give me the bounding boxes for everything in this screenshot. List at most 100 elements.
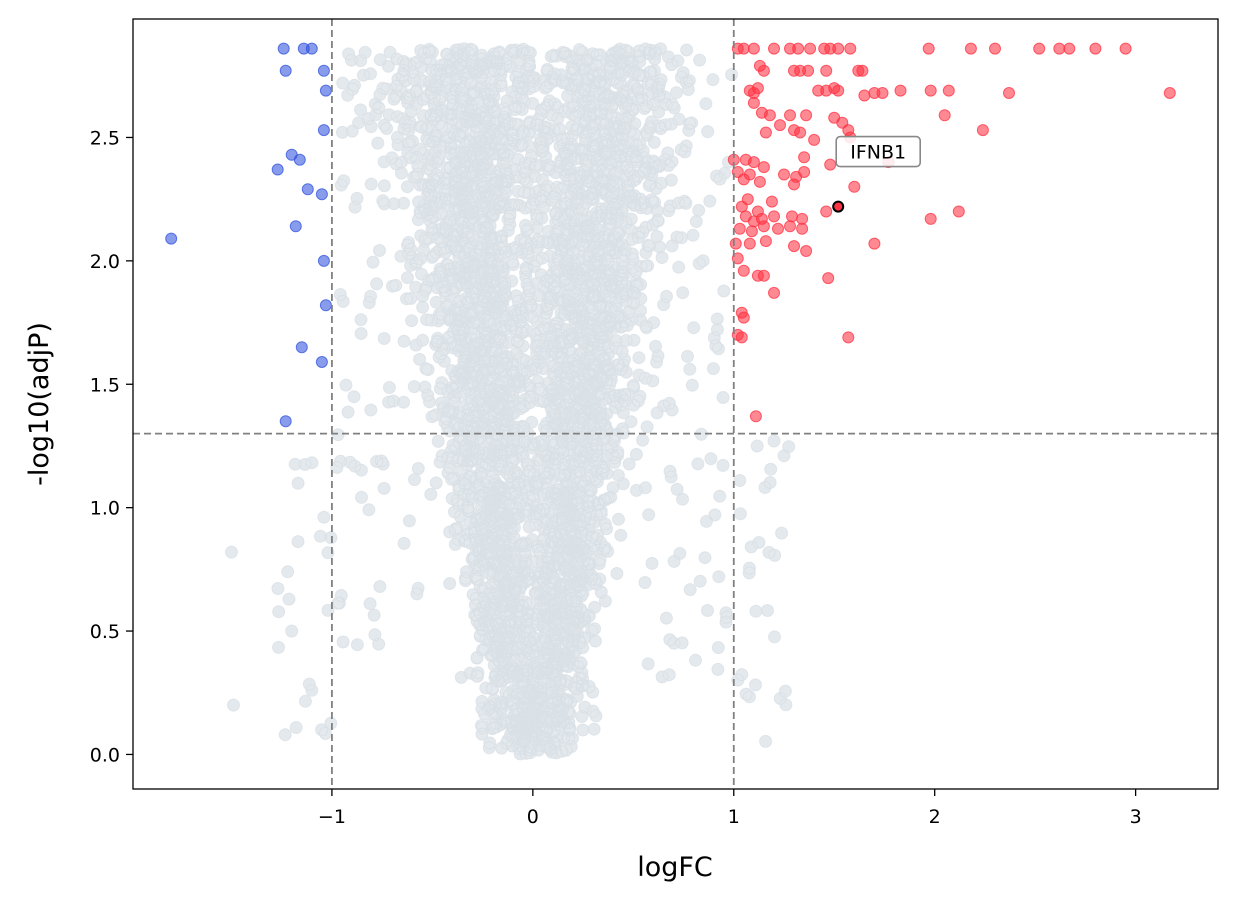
downregulated-point bbox=[279, 64, 292, 77]
downregulated-point bbox=[305, 42, 318, 55]
downregulated-point bbox=[271, 163, 284, 176]
upregulated-point bbox=[1033, 42, 1046, 55]
upregulated-point bbox=[765, 195, 778, 208]
upregulated-point bbox=[952, 205, 965, 218]
upregulated-point bbox=[964, 42, 977, 55]
upregulated-point bbox=[1089, 42, 1102, 55]
upregulated-point bbox=[737, 311, 750, 324]
upregulated-point bbox=[824, 158, 837, 171]
upregulated-point bbox=[798, 151, 811, 164]
annotation-box bbox=[835, 135, 922, 168]
upregulated-point bbox=[894, 84, 907, 97]
highlight-layer: IFNB1 bbox=[832, 135, 922, 213]
not-significant-point-cloud bbox=[225, 42, 796, 761]
x-tick-label: 0 bbox=[527, 806, 539, 828]
upregulated-point bbox=[802, 64, 815, 77]
downregulated-point bbox=[319, 84, 332, 97]
upregulated-point bbox=[808, 133, 821, 146]
downregulated-point bbox=[165, 232, 178, 245]
upregulated-point bbox=[989, 42, 1001, 55]
upregulated-point bbox=[796, 212, 809, 225]
upregulated-point bbox=[832, 84, 845, 97]
upregulated-point bbox=[820, 64, 833, 77]
upregulated-point bbox=[858, 89, 871, 102]
x-tick-label: 3 bbox=[1130, 806, 1142, 828]
upregulated-point bbox=[768, 210, 780, 223]
significant-points bbox=[165, 42, 1176, 428]
x-axis: −1 0 1 2 3 bbox=[318, 789, 1142, 828]
upregulated-point bbox=[749, 410, 762, 423]
upregulated-point bbox=[1119, 42, 1132, 55]
upregulated-point bbox=[757, 220, 770, 233]
upregulated-point bbox=[774, 119, 786, 132]
y-tick-label: 2.0 bbox=[90, 251, 120, 273]
y-tick-label: 1.0 bbox=[90, 498, 120, 520]
upregulated-point bbox=[794, 126, 807, 139]
upregulated-point bbox=[731, 328, 744, 341]
upregulated-point bbox=[729, 237, 742, 250]
upregulated-point bbox=[792, 42, 805, 55]
highlighted-gene-point bbox=[832, 200, 845, 213]
upregulated-point bbox=[1063, 42, 1076, 55]
threshold-lines bbox=[133, 19, 1218, 789]
y-axis: 0.0 0.5 1.0 1.5 2.0 2.5 bbox=[90, 127, 133, 766]
upregulated-point bbox=[759, 235, 772, 248]
upregulated-point bbox=[942, 84, 955, 97]
x-axis-label: logFC bbox=[637, 852, 713, 883]
downregulated-point bbox=[293, 153, 306, 166]
upregulated-point bbox=[786, 210, 798, 223]
upregulated-point bbox=[842, 331, 855, 344]
plot-frame bbox=[132, 18, 1219, 790]
upregulated-point bbox=[784, 109, 796, 122]
downregulated-point bbox=[277, 42, 290, 55]
y-tick-label: 0.5 bbox=[90, 621, 120, 643]
upregulated-point bbox=[751, 82, 764, 95]
upregulated-point bbox=[747, 42, 760, 55]
upregulated-point bbox=[743, 168, 756, 181]
y-tick-label: 2.5 bbox=[90, 127, 120, 149]
upregulated-point bbox=[848, 180, 861, 193]
upregulated-point bbox=[924, 212, 937, 225]
upregulated-point bbox=[737, 264, 750, 277]
upregulated-point bbox=[832, 42, 845, 55]
upregulated-point bbox=[747, 156, 760, 169]
upregulated-point bbox=[790, 170, 803, 183]
downregulated-point bbox=[315, 188, 328, 201]
downregulated-point bbox=[301, 183, 314, 196]
downregulated-point bbox=[317, 124, 330, 137]
upregulated-point bbox=[768, 286, 780, 299]
downregulated-point bbox=[279, 415, 292, 428]
upregulated-point bbox=[924, 84, 937, 97]
upregulated-point bbox=[1053, 42, 1066, 55]
upregulated-point bbox=[976, 124, 989, 137]
x-tick-label: −1 bbox=[318, 806, 346, 828]
upregulated-point bbox=[733, 222, 746, 235]
upregulated-point bbox=[778, 168, 790, 181]
y-tick-label: 0.0 bbox=[90, 744, 120, 766]
upregulated-point bbox=[800, 245, 813, 257]
upregulated-point bbox=[844, 42, 857, 55]
y-tick-label: 1.5 bbox=[90, 374, 120, 396]
upregulated-point bbox=[757, 269, 770, 282]
upregulated-point bbox=[753, 175, 766, 188]
upregulated-point bbox=[1003, 87, 1015, 99]
upregulated-point bbox=[796, 222, 809, 235]
downregulated-point bbox=[317, 64, 330, 77]
upregulated-point bbox=[759, 126, 772, 139]
upregulated-point bbox=[741, 193, 754, 206]
upregulated-point bbox=[737, 42, 750, 55]
upregulated-point bbox=[868, 237, 881, 250]
upregulated-point bbox=[820, 205, 833, 218]
upregulated-point bbox=[938, 109, 951, 122]
annotation-label: IFNB1 bbox=[850, 142, 906, 164]
downregulated-point bbox=[295, 341, 308, 354]
downregulated-point bbox=[289, 220, 302, 233]
upregulated-point bbox=[757, 161, 770, 174]
upregulated-point bbox=[743, 237, 756, 250]
upregulated-point bbox=[747, 96, 760, 109]
upregulated-point bbox=[804, 42, 817, 55]
upregulated-point bbox=[800, 109, 813, 122]
upregulated-point bbox=[763, 109, 776, 122]
upregulated-point bbox=[856, 64, 869, 77]
